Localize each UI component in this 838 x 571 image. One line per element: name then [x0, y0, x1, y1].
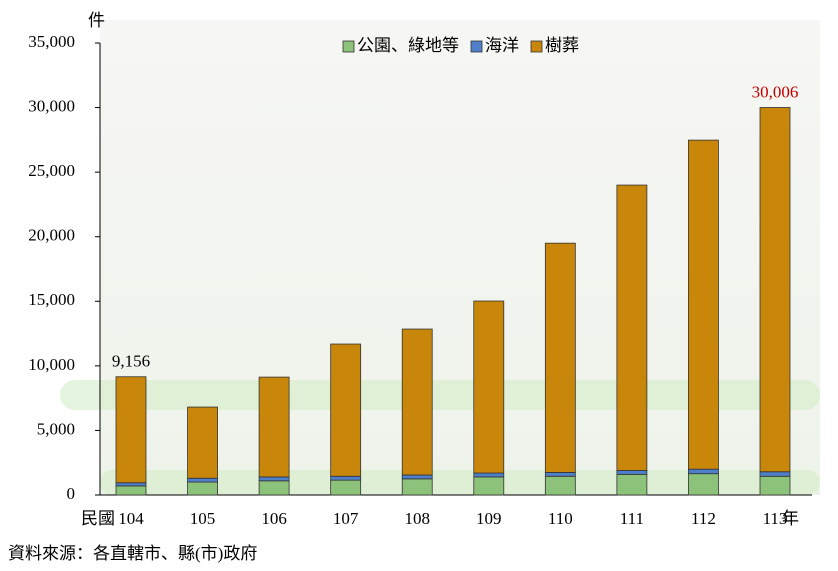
x-tick-label: 107 — [333, 509, 359, 528]
bar-segment — [402, 475, 432, 479]
bar-segment — [545, 472, 575, 476]
bar-segment — [259, 481, 289, 495]
bar-segment — [545, 243, 575, 472]
legend-swatch — [343, 41, 354, 52]
bar-segment — [188, 482, 218, 495]
legend-label: 樹葬 — [545, 36, 579, 55]
x-tick-label: 105 — [190, 509, 216, 528]
bar-segment — [474, 301, 504, 473]
bar-segment — [760, 107, 790, 471]
legend-swatch — [471, 41, 482, 52]
x-tick-label: 108 — [404, 509, 430, 528]
x-prefix: 民國 — [81, 509, 115, 528]
x-tick-label: 110 — [548, 509, 573, 528]
y-tick-label: 20,000 — [28, 226, 75, 245]
bar-segment — [688, 469, 718, 474]
bar-segment — [116, 486, 146, 495]
x-tick-label: 113 — [763, 509, 788, 528]
bar-segment — [188, 478, 218, 482]
x-tick-label: 111 — [620, 509, 644, 528]
x-tick-label: 106 — [261, 509, 287, 528]
legend-label: 公園、綠地等 — [357, 36, 459, 55]
legend-label: 海洋 — [485, 36, 519, 55]
bar-segment — [760, 472, 790, 477]
y-tick-label: 15,000 — [28, 290, 75, 309]
bar-segment — [331, 344, 361, 476]
bar-segment — [688, 474, 718, 495]
y-tick-label: 30,000 — [28, 96, 75, 115]
x-tick-label: 112 — [691, 509, 716, 528]
bar-segment — [188, 407, 218, 478]
y-tick-label: 25,000 — [28, 161, 75, 180]
bar-segment — [331, 480, 361, 495]
bar-segment — [259, 377, 289, 477]
y-tick-label: 10,000 — [28, 355, 75, 374]
total-label: 9,156 — [112, 352, 150, 371]
x-tick-label: 109 — [476, 509, 502, 528]
bar-segment — [617, 474, 647, 495]
bar-segment — [760, 476, 790, 495]
bar-segment — [402, 479, 432, 495]
legend-swatch — [531, 41, 542, 52]
bar-segment — [331, 476, 361, 480]
bar-segment — [474, 473, 504, 477]
y-tick-label: 35,000 — [28, 32, 75, 51]
bar-segment — [545, 476, 575, 495]
bar-segment — [617, 185, 647, 470]
bar-segment — [116, 483, 146, 486]
source: 資料來源：各直轄市、縣(市)政府 — [8, 544, 257, 563]
bar-segment — [402, 329, 432, 475]
bar-segment — [617, 470, 647, 474]
bar-segment — [259, 477, 289, 481]
y-tick-label: 5,000 — [37, 419, 75, 438]
bar-segment — [116, 377, 146, 483]
y-tick-label: 0 — [67, 484, 76, 503]
y-axis-label: 件 — [88, 11, 105, 30]
bar-segment — [474, 477, 504, 495]
total-label: 30,006 — [752, 82, 799, 101]
bar-segment — [688, 140, 718, 469]
x-tick-label: 104 — [118, 509, 144, 528]
chart: 件 民國 年 資料來源：各直轄市、縣(市)政府 05,00010,00015,0… — [0, 0, 838, 571]
